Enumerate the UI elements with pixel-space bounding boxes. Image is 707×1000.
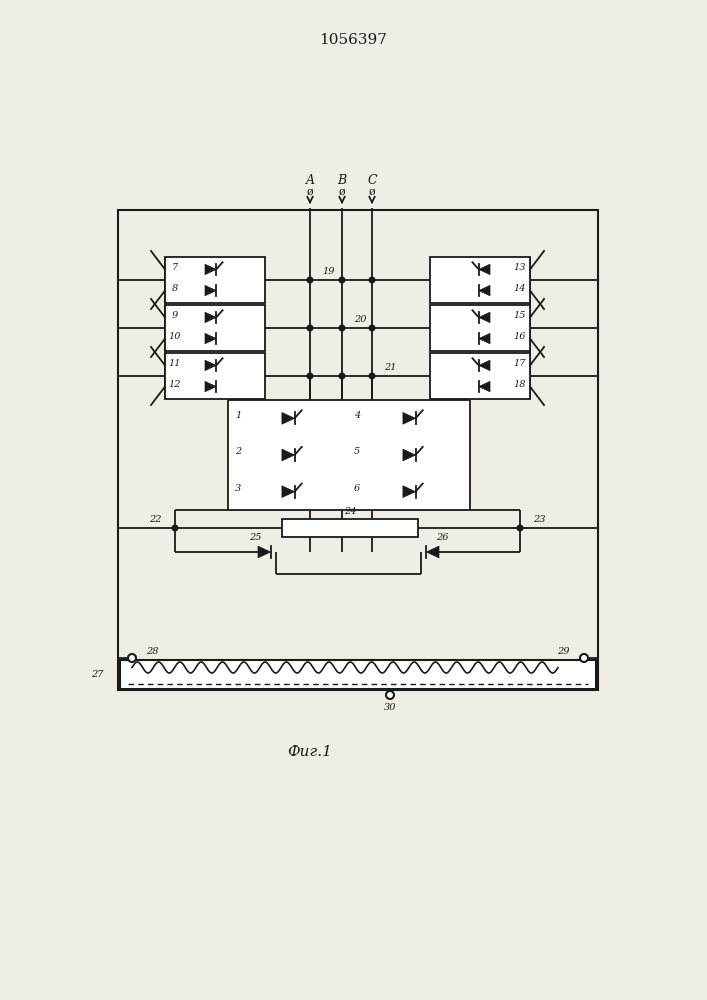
Text: B: B: [337, 174, 346, 186]
Circle shape: [369, 325, 375, 331]
Polygon shape: [479, 312, 490, 323]
Circle shape: [580, 654, 588, 662]
Polygon shape: [479, 333, 490, 344]
Circle shape: [339, 373, 345, 379]
Text: ø: ø: [368, 187, 375, 197]
Text: 5: 5: [354, 448, 360, 456]
Text: 2: 2: [235, 448, 241, 456]
Circle shape: [386, 691, 394, 699]
Circle shape: [369, 373, 375, 379]
Text: 22: 22: [149, 516, 162, 524]
Text: 29: 29: [558, 647, 570, 656]
Text: 8: 8: [172, 284, 178, 293]
Polygon shape: [205, 381, 216, 392]
Polygon shape: [479, 285, 490, 296]
Bar: [165, 257, 265, 303]
Bar: [118, 210, 598, 690]
Text: 26: 26: [436, 534, 448, 542]
Polygon shape: [205, 333, 216, 344]
Polygon shape: [205, 264, 216, 275]
Polygon shape: [479, 381, 490, 392]
Text: 24: 24: [344, 508, 356, 516]
Text: 11: 11: [169, 359, 181, 368]
Text: 28: 28: [146, 647, 158, 656]
Text: ø: ø: [307, 187, 313, 197]
Circle shape: [369, 277, 375, 283]
Text: 12: 12: [169, 380, 181, 389]
Bar: [430, 353, 530, 399]
Text: 27: 27: [91, 670, 104, 679]
Polygon shape: [282, 412, 295, 424]
Polygon shape: [403, 412, 416, 424]
Bar: [430, 257, 530, 303]
Polygon shape: [479, 264, 490, 275]
Text: 1: 1: [235, 411, 241, 420]
Text: Фиг.1: Фиг.1: [288, 745, 332, 759]
Text: 10: 10: [169, 332, 181, 341]
Circle shape: [339, 325, 345, 331]
Text: 7: 7: [172, 263, 178, 272]
Circle shape: [308, 277, 312, 283]
Circle shape: [128, 654, 136, 662]
Circle shape: [173, 525, 177, 531]
Text: 19: 19: [322, 266, 334, 275]
Polygon shape: [205, 360, 216, 371]
Polygon shape: [282, 486, 295, 498]
Polygon shape: [403, 449, 416, 461]
Text: 18: 18: [514, 380, 526, 389]
Text: 16: 16: [514, 332, 526, 341]
Bar: [120, 660, 596, 689]
Polygon shape: [282, 449, 295, 461]
Circle shape: [308, 325, 312, 331]
Text: 4: 4: [354, 411, 360, 420]
Text: 14: 14: [514, 284, 526, 293]
Text: 6: 6: [354, 484, 360, 493]
Text: ø: ø: [339, 187, 345, 197]
Text: 17: 17: [514, 359, 526, 368]
Text: A: A: [305, 174, 315, 186]
Polygon shape: [205, 285, 216, 296]
Bar: [282, 519, 418, 537]
Polygon shape: [403, 486, 416, 498]
Polygon shape: [479, 360, 490, 371]
Text: 30: 30: [384, 704, 396, 712]
Text: 13: 13: [514, 263, 526, 272]
Text: 20: 20: [354, 314, 366, 324]
Text: C: C: [367, 174, 377, 186]
Bar: [430, 305, 530, 351]
Text: 9: 9: [172, 311, 178, 320]
Text: 21: 21: [384, 362, 397, 371]
Bar: [165, 353, 265, 399]
Circle shape: [339, 277, 345, 283]
Text: 25: 25: [249, 534, 262, 542]
Text: 3: 3: [235, 484, 241, 493]
Polygon shape: [258, 546, 271, 558]
Text: 1056397: 1056397: [319, 33, 387, 47]
Text: 15: 15: [514, 311, 526, 320]
Text: 23: 23: [533, 516, 546, 524]
Bar: [228, 400, 470, 510]
Circle shape: [308, 373, 312, 379]
Circle shape: [518, 525, 522, 531]
Polygon shape: [426, 546, 439, 558]
Bar: [165, 305, 265, 351]
Polygon shape: [205, 312, 216, 323]
